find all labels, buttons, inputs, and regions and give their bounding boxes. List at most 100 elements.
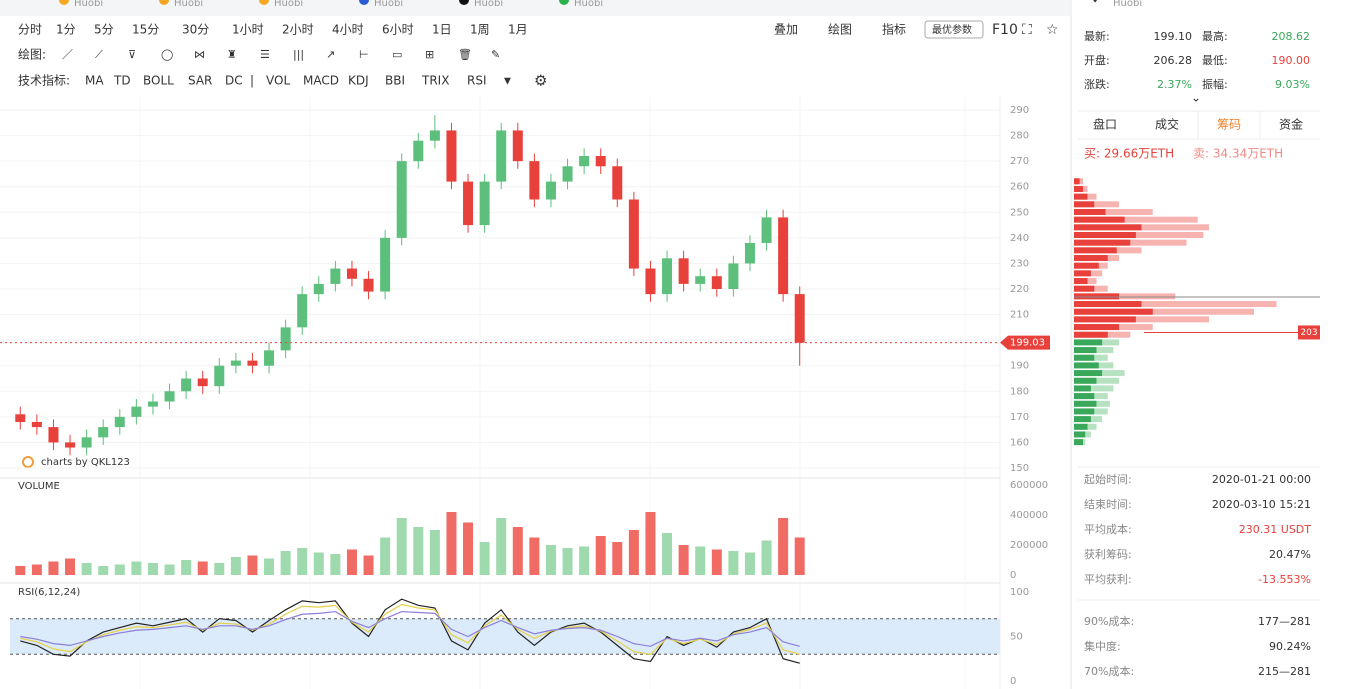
period[interactable]: 15分 [132, 23, 159, 37]
draw-tool[interactable]: ⊢ [359, 48, 369, 61]
chip-bar [1074, 354, 1095, 361]
draw-tool[interactable]: ☰ [260, 48, 270, 61]
indicator[interactable]: TRIX [421, 74, 449, 88]
chip-bar [1074, 331, 1108, 338]
candle-body [363, 278, 374, 292]
draw-tool[interactable]: ⟋ [95, 48, 103, 61]
draw-tool[interactable]: ↗ [326, 48, 335, 61]
stat-label: 获利筹码: [1084, 547, 1132, 561]
period[interactable]: 1分 [56, 23, 76, 37]
chip-bar [1074, 285, 1095, 292]
tab-label[interactable]: Huobi [274, 0, 303, 9]
expand-icon[interactable]: ⌄ [1191, 91, 1201, 105]
draw-tool[interactable]: ⋈ [194, 48, 205, 61]
volume-bar [48, 561, 59, 575]
period[interactable]: 5分 [94, 23, 114, 37]
panel-tab[interactable]: 筹码 [1217, 118, 1241, 132]
candle-body [181, 378, 192, 392]
chip-bar [1074, 193, 1088, 200]
panel-tab[interactable]: 资金 [1279, 117, 1303, 132]
indicator[interactable]: BOLL [143, 74, 174, 88]
button[interactable] [924, 20, 984, 39]
volume-bar [297, 548, 308, 575]
panel-tab[interactable]: 盘口 [1093, 117, 1117, 132]
volume-bar [711, 549, 722, 575]
indicator[interactable]: DC [225, 74, 243, 88]
y-tick-label: 210 [1010, 310, 1029, 321]
fullscreen[interactable]: ⛶ [1022, 22, 1032, 38]
tool[interactable]: 最优参数 [932, 23, 972, 36]
tool[interactable]: 绘图 [828, 22, 852, 37]
volume-bar [761, 540, 772, 575]
volume-bar [396, 518, 407, 575]
indicator[interactable]: SAR [188, 74, 212, 88]
volume-bar [545, 545, 556, 575]
volume-bar [181, 560, 192, 575]
period[interactable]: 1小时 [232, 23, 264, 37]
draw-tool[interactable]: ／ [62, 48, 73, 61]
stat-label: 集中度: [1084, 639, 1121, 653]
separator: | [250, 74, 254, 88]
period[interactable]: 30分 [182, 23, 209, 37]
tab-label[interactable]: Huobi [374, 0, 403, 9]
draw-tool[interactable]: ▭ [392, 48, 402, 61]
indicator[interactable]: KDJ [348, 74, 369, 88]
volume-bar [164, 564, 175, 575]
draw-tool[interactable]: ⊽ [128, 48, 136, 61]
volume-bar [529, 537, 540, 575]
indicator-label: 技术指标: [18, 73, 70, 88]
chip-bar [1074, 185, 1083, 192]
candle-body [98, 427, 109, 438]
logo [22, 456, 34, 468]
tab-icon [559, 0, 569, 5]
stat-value: 230.31 USDT [1239, 523, 1311, 536]
indicator[interactable]: RSI [467, 74, 487, 88]
indicator[interactable]: MACD [303, 74, 339, 88]
candle-body [297, 294, 308, 328]
chip-bar [1074, 408, 1095, 415]
period[interactable]: 6小时 [382, 23, 414, 37]
volume-bar [429, 530, 440, 575]
settings[interactable]: ⚙ [534, 72, 547, 90]
volume-bar [346, 549, 357, 575]
period[interactable]: 1日 [432, 23, 452, 37]
chip-bar [1074, 178, 1080, 185]
draw-tool[interactable]: ✎ [491, 48, 500, 61]
candle-body [628, 199, 639, 269]
tab-icon [359, 0, 369, 5]
tab-label[interactable]: Huobi [74, 0, 103, 9]
panel-tab[interactable]: 成交 [1155, 117, 1179, 132]
favorite[interactable]: ☆ [1046, 22, 1059, 38]
candle-body [778, 217, 789, 295]
period[interactable]: 1月 [508, 23, 528, 37]
volume-bar [330, 554, 341, 575]
period[interactable]: 1周 [470, 23, 490, 37]
draw-tool[interactable]: 🗑 [458, 48, 472, 61]
tab-icon [259, 0, 269, 5]
period[interactable]: 分时 [18, 23, 42, 37]
draw-tool[interactable]: ||| [293, 48, 304, 61]
tool[interactable]: F10 [992, 22, 1018, 38]
tab-label[interactable]: Huobi [474, 0, 503, 9]
indicator[interactable]: BBI [385, 74, 405, 88]
draw-tool[interactable]: ⊞ [425, 48, 434, 61]
indicator[interactable]: TD [113, 74, 131, 88]
chip-bar [1074, 324, 1119, 331]
indicator[interactable]: VOL [266, 74, 290, 88]
chip-bar [1074, 377, 1097, 384]
draw-tool[interactable]: ◯ [161, 48, 173, 61]
tool[interactable]: 指标 [882, 22, 906, 37]
chip-bar [1074, 316, 1136, 323]
y-tick-label: 0 [1010, 676, 1016, 687]
volume-bar [794, 537, 805, 575]
period[interactable]: 4小时 [332, 23, 364, 37]
tab-label[interactable]: Huobi [174, 0, 203, 9]
y-tick-label: 280 [1010, 131, 1029, 142]
volume-bar [728, 551, 739, 575]
draw-tool[interactable]: ♜ [227, 48, 237, 61]
candle-body [595, 156, 606, 167]
tab-label[interactable]: Huobi [574, 0, 603, 9]
indicator[interactable]: MA [85, 74, 104, 88]
period[interactable]: 2小时 [282, 23, 314, 37]
tool[interactable]: 叠加 [774, 23, 798, 37]
